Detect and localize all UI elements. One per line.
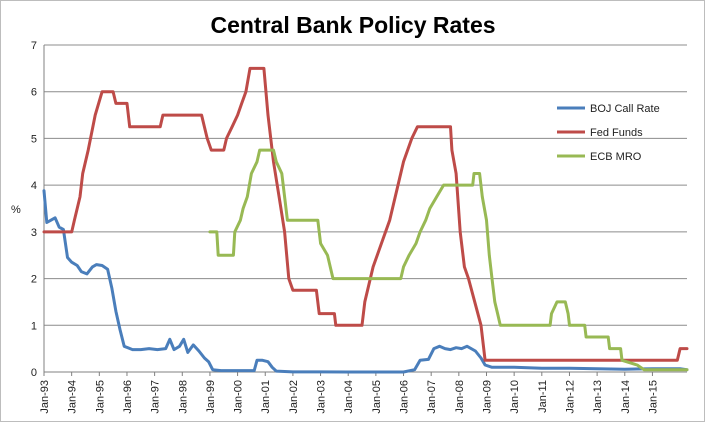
series-line-ecb-mro	[208, 148, 689, 372]
chart-title: Central Bank Policy Rates	[210, 12, 495, 38]
y-tick-label: 0	[31, 367, 37, 379]
y-tick-label: 1	[31, 320, 37, 332]
y-tick-label: 5	[31, 133, 37, 145]
y-tick-label: 4	[31, 180, 37, 192]
y-tick-label: 7	[31, 40, 37, 52]
series-line-boj-call-rate	[42, 189, 689, 374]
y-tick-labels: 0 1 2 3 4 5 6 7	[31, 40, 37, 379]
x-tick-label: Jan-94	[67, 380, 79, 414]
x-tick-label: Jan-04	[343, 380, 355, 414]
x-tick-label: Jan-11	[537, 380, 549, 413]
x-tick-label: Jan-02	[288, 380, 300, 414]
legend: BOJ Call Rate Fed Funds ECB MRO	[557, 103, 660, 163]
y-tick-label: 6	[31, 87, 37, 99]
x-tick-label: Jan-15	[647, 380, 659, 414]
y-axis-label: %	[11, 204, 21, 216]
legend-label: ECB MRO	[590, 151, 642, 163]
series-line-fed-funds	[42, 66, 689, 362]
x-tick-label: Jan-98	[177, 380, 189, 414]
x-tick-label: Jan-93	[39, 380, 51, 414]
x-tick-label: Jan-08	[454, 380, 466, 414]
x-tick-label: Jan-95	[94, 380, 106, 414]
legend-label: BOJ Call Rate	[590, 103, 660, 115]
axes	[43, 45, 687, 376]
y-tick-label: 2	[31, 274, 37, 286]
x-tick-label: Jan-06	[399, 380, 411, 414]
x-tick-label: Jan-10	[509, 380, 521, 414]
gridlines	[44, 44, 687, 326]
y-tick-label: 3	[31, 227, 37, 239]
x-tick-label: Jan-99	[205, 380, 217, 414]
x-tick-label: Jan-09	[481, 380, 493, 414]
legend-label: Fed Funds	[590, 127, 643, 139]
x-tick-label: Jan-97	[150, 380, 162, 414]
x-tick-label: Jan-05	[371, 380, 383, 414]
x-tick-label: Jan-13	[592, 380, 604, 414]
x-tick-label: Jan-01	[260, 380, 272, 414]
x-tick-label: Jan-12	[564, 380, 576, 414]
x-tick-label: Jan-00	[233, 380, 245, 414]
series-lines	[42, 66, 689, 374]
x-tick-label: Jan-07	[426, 380, 438, 414]
x-tick-labels: Jan-93 Jan-94 Jan-95 Jan-96 Jan-97 Jan-98 Jan-…	[39, 380, 659, 414]
x-tick-label: Jan-03	[316, 380, 328, 414]
x-tick-label: Jan-96	[122, 380, 134, 414]
x-tick-label: Jan-14	[620, 380, 632, 414]
